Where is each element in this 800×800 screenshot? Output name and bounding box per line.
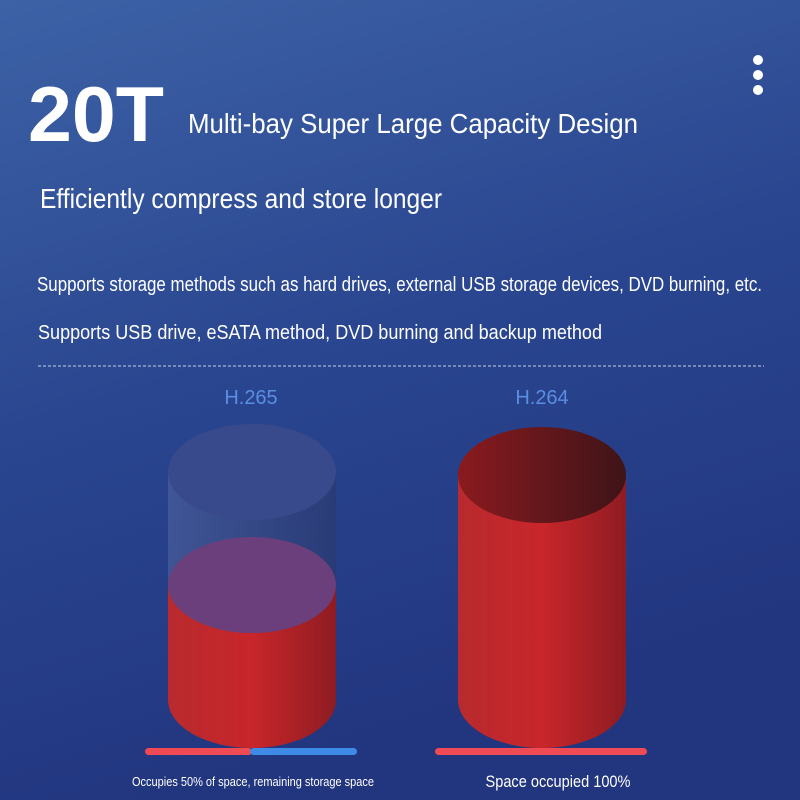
codec-label: H.264 <box>515 387 568 409</box>
feature: Supports USB drive, eSATA method, DVD bu… <box>38 322 602 344</box>
menu-icon[interactable] <box>753 55 763 95</box>
subtitle: Efficiently compress and store longer <box>40 183 442 214</box>
title: Multi-bay Super Large Capacity Design <box>188 108 638 139</box>
feature: Supports storage methods such as hard dr… <box>37 274 762 296</box>
cylinder-h264 <box>458 427 626 748</box>
codec-label: H.265 <box>224 387 277 409</box>
usage-bar <box>145 748 252 755</box>
caption: Space occupied 100% <box>486 772 631 791</box>
capacity: 20T <box>28 70 164 158</box>
caption: Occupies 50% of space, remaining storage… <box>132 774 374 789</box>
cylinder-h265 <box>168 424 336 748</box>
free-bar <box>250 748 357 755</box>
usage-bar <box>435 748 647 755</box>
